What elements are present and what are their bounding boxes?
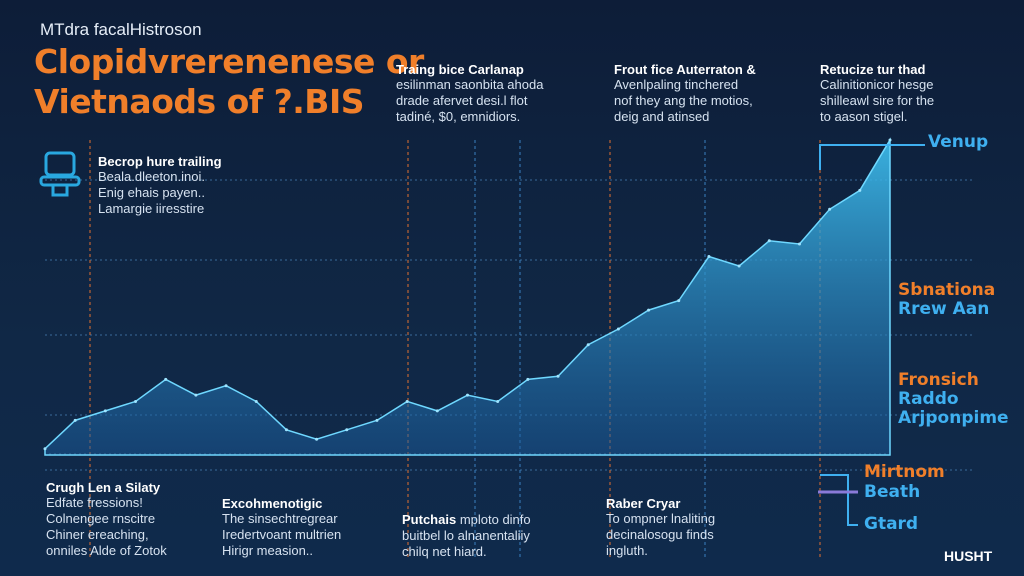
note-line: to aason stigel. <box>820 109 908 124</box>
note-line: Colnengee rnscitre <box>46 511 156 526</box>
side-label: Mirtnom <box>864 462 945 482</box>
callout-connector <box>819 144 925 170</box>
area-point <box>284 428 288 432</box>
area-point <box>224 384 228 388</box>
note-line: decinalosogu finds <box>606 527 714 542</box>
note-line: Avenlpaling tinchered <box>614 77 739 92</box>
area-point <box>43 447 47 451</box>
area-point <box>616 327 620 331</box>
note-heading: Raber Cryar <box>606 496 681 511</box>
note-line: Edfate fressions! <box>46 495 143 510</box>
area-point <box>254 399 258 403</box>
area-point <box>134 399 138 403</box>
legend-box: Becrop hure trailing Beala.dleeton.inoi.… <box>98 154 222 217</box>
area-point <box>797 242 801 246</box>
note-heading: Frout fice Auterraton & <box>614 62 756 77</box>
logo: HUSHT <box>944 548 993 564</box>
note-line: Calinitionicor hesge <box>820 77 934 92</box>
note-line: onniles Alde of Zotok <box>46 543 167 558</box>
subtitle: MTdra facalHistroson <box>40 20 202 39</box>
area-point <box>858 188 862 192</box>
area-point <box>767 239 771 243</box>
note-line: drade afervet desi.l flot <box>396 93 528 108</box>
note-line: tadiné, $0, emnidiors. <box>396 109 521 124</box>
page-title: Clopidvrerenenese or Vietnaods of ?.BIS <box>34 42 424 122</box>
note-heading: Crugh Len a Silaty <box>46 480 161 495</box>
area-point <box>707 255 711 259</box>
bottom-note-4: Raber Cryar To ompner lnaliting decinaloso… <box>606 496 715 559</box>
side-label: Venup <box>928 132 989 152</box>
note-line: Chiner ereaching, <box>46 527 149 542</box>
area-point <box>103 409 107 413</box>
legend-line: Lamargie iiresstire <box>98 201 205 216</box>
side-label: Raddo <box>898 389 959 409</box>
note-line: Hirigr measion.. <box>222 543 314 558</box>
area-point <box>375 418 379 422</box>
note-line: Iredertvoant multrien <box>222 527 342 542</box>
note-heading: Putchais <box>402 512 457 527</box>
note-line: esilinman saonbita ahoda <box>396 77 544 92</box>
area-point <box>888 138 892 142</box>
bottom-note-1: Crugh Len a Silaty Edfate fressions! Colne… <box>46 480 167 559</box>
laptop-icon <box>38 150 82 198</box>
side-label: Fronsich <box>898 370 979 390</box>
side-label: Rrew Aan <box>898 299 990 319</box>
note-line: To ompner lnaliting <box>606 511 716 526</box>
area-point <box>315 437 319 441</box>
area-point <box>194 393 198 397</box>
area-point <box>466 393 469 397</box>
title-line-2: Vietnaods of ?.BIS <box>34 82 365 121</box>
title-line-1: Clopidvrerenenese or <box>34 42 424 81</box>
top-note-3: Retucize tur thad Calinitionicor hesge shi… <box>820 62 934 125</box>
note-line: nof they ang the motios, <box>614 93 753 108</box>
area-point <box>737 264 741 268</box>
area-point <box>405 399 409 403</box>
legend-line: Beala.dleeton.inoi. <box>98 169 205 184</box>
top-note-2: Frout fice Auterraton & Avenlpaling tinch… <box>614 62 756 125</box>
note-line: mploto dinfo <box>459 512 531 527</box>
area-point <box>586 343 590 347</box>
note-line: The sinsechtregrear <box>222 511 338 526</box>
legend-heading: Becrop hure trailing <box>98 154 222 169</box>
note-line: chilq net hiard. <box>402 544 487 559</box>
area-point <box>435 409 439 413</box>
note-heading: Retucize tur thad <box>820 62 926 77</box>
note-line: ingluth. <box>606 543 648 558</box>
note-heading: Excohmenotigic <box>222 496 323 511</box>
bottom-note-3: Putchais mploto dinfo buitbel lo alnanent… <box>402 512 531 560</box>
area-point <box>526 377 530 381</box>
area-point <box>828 207 832 211</box>
note-line: deig and atinsed <box>614 109 710 124</box>
area-point <box>677 299 681 303</box>
side-label: Gtard <box>864 514 919 534</box>
callout-connector <box>820 474 858 526</box>
area-point <box>164 377 168 381</box>
note-line: shilleawl sire for the <box>820 93 935 108</box>
side-label: Sbnationa <box>898 280 996 300</box>
area-point <box>496 399 500 403</box>
area-series-volume <box>44 137 891 456</box>
note-line: buitbel lo alnanentaliiy <box>402 528 530 543</box>
area-point <box>73 418 77 422</box>
side-label: Arjponpime <box>898 408 1009 428</box>
area-point <box>556 374 560 378</box>
bottom-note-2: Excohmenotigic The sinsechtregrear Iredert… <box>222 496 341 559</box>
side-label: Beath <box>864 482 921 502</box>
legend-line: Enig ehais payen.. <box>98 185 205 200</box>
area-point <box>647 308 651 312</box>
note-heading: Traing bice Carlanap <box>396 62 524 77</box>
top-note-1: Traing bice Carlanap esilinman saonbita a… <box>396 62 543 125</box>
area-point <box>345 428 349 432</box>
